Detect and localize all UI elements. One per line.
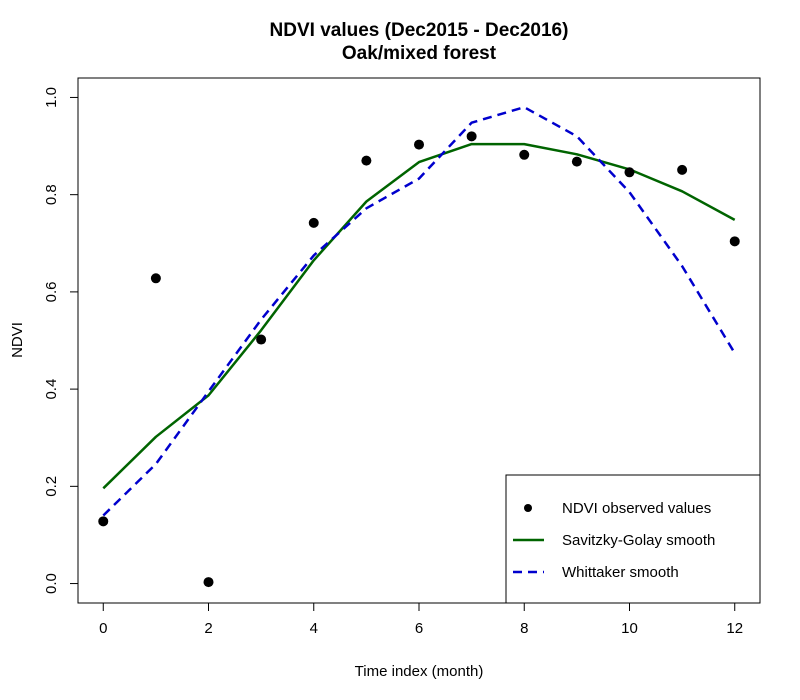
x-tick-label: 6 xyxy=(415,620,423,637)
y-tick-label: 0.4 xyxy=(43,379,60,400)
legend: NDVI observed values Savitzky-Golay smoot… xyxy=(505,474,761,604)
observed-point xyxy=(624,167,635,178)
observed-point xyxy=(150,273,161,284)
x-tick-label: 8 xyxy=(520,620,528,637)
x-axis-label: Time index (month) xyxy=(355,663,484,680)
savitzky-golay-line xyxy=(102,142,736,490)
y-tick-label: 0.8 xyxy=(43,184,60,205)
observed-point xyxy=(466,131,477,142)
observed-point xyxy=(414,139,424,150)
y-tick-label: 0.0 xyxy=(43,573,60,594)
observed-point xyxy=(98,516,109,527)
observed-point xyxy=(729,236,740,247)
x-tick-label: 12 xyxy=(726,620,743,637)
y-tick-label: 0.2 xyxy=(43,476,60,497)
x-axis: 0 2 4 6 8 10 12 xyxy=(99,602,743,637)
observed-point xyxy=(308,217,319,228)
y-axis-label: NDVI xyxy=(9,322,26,358)
y-tick-label: 1.0 xyxy=(43,87,60,108)
y-axis: 0.0 0.2 0.4 0.6 0.8 1.0 xyxy=(43,87,79,594)
x-tick-label: 2 xyxy=(204,620,212,637)
chart-subtitle: Oak/mixed forest xyxy=(342,43,497,64)
y-tick-label: 0.6 xyxy=(43,281,60,302)
legend-marker-points xyxy=(524,504,532,512)
x-tick-label: 0 xyxy=(99,620,107,637)
x-tick-label: 10 xyxy=(621,620,638,637)
series-layer xyxy=(98,105,740,588)
observed-point xyxy=(361,155,372,166)
legend-label: Whittaker smooth xyxy=(562,564,679,581)
observed-point xyxy=(571,156,582,167)
legend-box xyxy=(505,474,761,604)
whittaker-line xyxy=(102,105,736,517)
observed-point xyxy=(256,334,267,345)
chart-title: NDVI values (Dec2015 - Dec2016) xyxy=(270,20,569,41)
observed-point xyxy=(677,164,688,175)
observed-point xyxy=(519,149,530,160)
observed-point xyxy=(203,577,214,588)
x-tick-label: 4 xyxy=(310,620,318,637)
legend-label: Savitzky-Golay smooth xyxy=(562,532,715,549)
legend-label: NDVI observed values xyxy=(562,500,711,517)
